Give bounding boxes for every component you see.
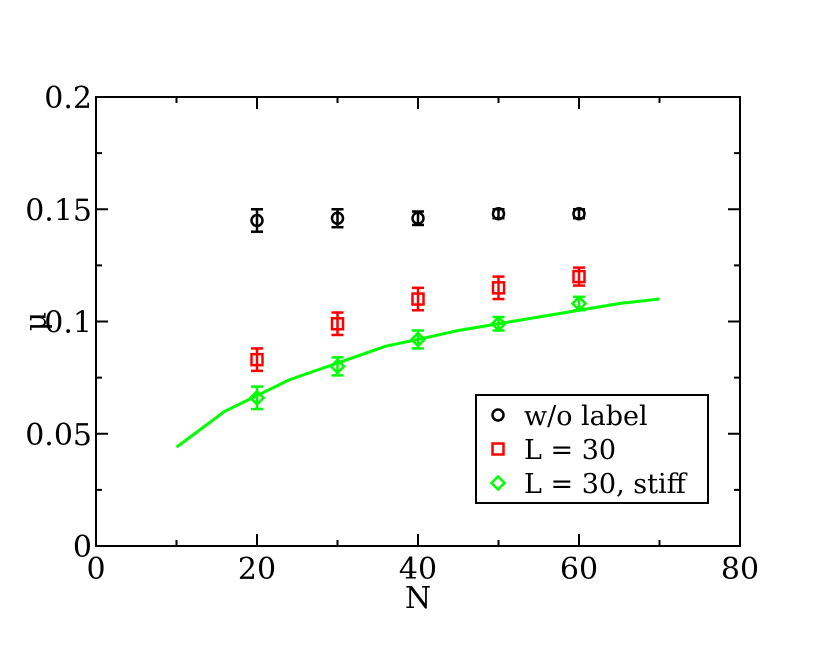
data-point-w-o-label: [491, 206, 506, 221]
y-axis-title: μ: [19, 312, 54, 332]
x-tick-label: 20: [238, 552, 276, 587]
x-tick-label: 60: [560, 552, 598, 587]
legend-label-l-30: L = 30: [524, 435, 616, 466]
data-markers: [248, 206, 588, 411]
data-point-l-30-stiff: [329, 356, 346, 377]
marker-square: [491, 281, 506, 295]
marker-square: [572, 269, 586, 284]
marker-diamond: [248, 389, 266, 407]
marker-diamond: [409, 331, 427, 348]
y-tick-label: 0.05: [25, 418, 92, 453]
data-point-l-30: [250, 347, 264, 373]
fit-curve-group: [175, 297, 660, 449]
x-axis-title: N: [405, 581, 431, 616]
data-point-w-o-label: [411, 210, 425, 227]
marker-circle: [330, 211, 345, 225]
data-point-w-o-label: [330, 208, 345, 229]
data-point-l-30-stiff: [409, 329, 427, 350]
legend-box: [475, 394, 709, 504]
marker-square: [330, 316, 345, 331]
legend-marker-w-o-label: [491, 408, 505, 422]
marker-diamond: [490, 315, 507, 333]
legend-marker-l-30-stiff: [489, 474, 507, 492]
marker-circle: [411, 211, 425, 225]
marker-diamond: [329, 358, 346, 375]
data-point-l-30-stiff: [490, 315, 507, 333]
data-point-l-30: [572, 266, 586, 287]
x-tick-label: 40: [399, 552, 437, 587]
y-tick-label: 0.2: [44, 81, 92, 116]
fit-curve: [175, 297, 660, 449]
marker-square: [411, 292, 425, 306]
data-point-l-30: [491, 275, 506, 301]
legend-label-w-o-label: w/o label: [524, 401, 648, 432]
y-tick-label: 0.1: [44, 306, 92, 341]
axis-ticks: [95, 96, 741, 547]
y-tick-label: 0.15: [25, 193, 92, 228]
data-point-w-o-label: [250, 208, 264, 233]
marker-circle: [572, 206, 586, 221]
data-point-l-30-stiff: [248, 385, 266, 411]
data-point-l-30: [411, 286, 425, 312]
legend-marker-l-30: [491, 442, 505, 456]
data-point-l-30-stiff: [570, 295, 588, 312]
marker-circle: [491, 206, 506, 221]
y-tick-label: 0: [73, 530, 92, 565]
legend-label-l-30-stiff: L = 30, stiff: [524, 469, 688, 500]
marker-circle: [250, 213, 264, 228]
x-tick-label: 80: [721, 552, 759, 587]
marker-square: [250, 352, 264, 367]
marker-diamond: [570, 295, 588, 312]
data-point-w-o-label: [572, 206, 586, 221]
tick-labels: 0 20 40 60 80 0 0.05 0.1 0.15 0.2: [25, 81, 759, 587]
data-point-l-30: [330, 311, 345, 337]
x-tick-label: 0: [86, 552, 105, 587]
